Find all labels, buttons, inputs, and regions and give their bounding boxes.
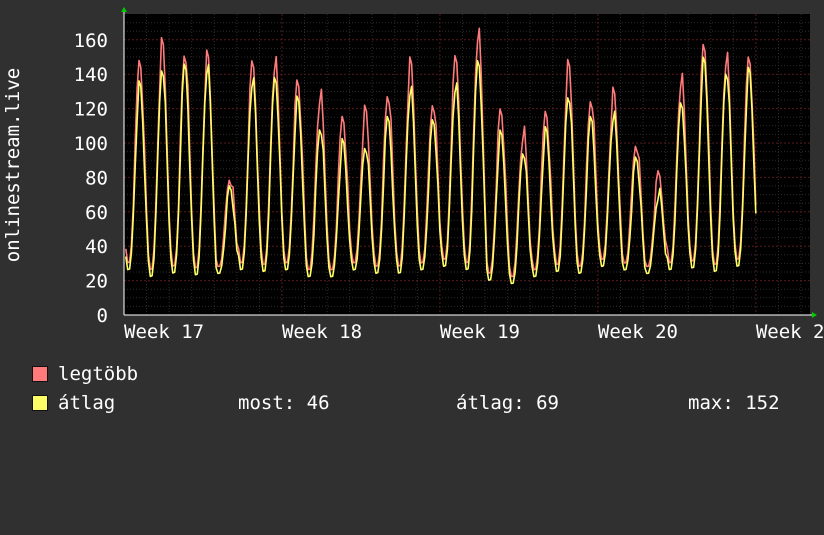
x-tick-label: Week 20	[598, 321, 678, 340]
y-tick-label: 80	[85, 167, 108, 189]
legend-row-avg: átlag most: 46 átlag: 69 max: 152	[32, 391, 822, 415]
y-tick-label: 120	[74, 99, 108, 121]
y-tick-labels: 0 20 40 60 80 100 120 140 160	[74, 30, 108, 327]
y-tick-label: 60	[85, 202, 108, 224]
series-lines	[125, 27, 757, 285]
y-tick-label: 20	[85, 271, 108, 293]
stat-max: max: 152	[688, 392, 780, 414]
stat-avg: átlag: 69	[456, 392, 559, 414]
x-tick-labels: Week 17 Week 18 Week 19 Week 20 Week 21	[124, 321, 824, 340]
y-tick-label: 160	[74, 30, 108, 52]
y-tick-label: 0	[97, 305, 108, 327]
plot-background	[124, 14, 810, 315]
x-axis-arrow	[812, 312, 817, 318]
y-tick-label: 100	[74, 133, 108, 155]
y-axis-arrow	[121, 7, 127, 12]
y-tick-label: 140	[74, 64, 108, 86]
x-tick-label: Week 18	[282, 321, 362, 340]
stat-now: most: 46	[238, 392, 330, 414]
legend-row-max: legtöbb	[32, 362, 138, 386]
y-axis-label: onlinestream.live	[2, 68, 24, 262]
series-line-avg	[125, 56, 757, 285]
x-tick-label: Week 21	[756, 321, 824, 340]
y-tick-label: 40	[85, 236, 108, 258]
x-tick-label: Week 17	[124, 321, 204, 340]
x-tick-label: Week 19	[440, 321, 520, 340]
axes	[121, 7, 817, 318]
legend-label-max: legtöbb	[58, 363, 139, 385]
legend-swatch-max	[32, 366, 48, 382]
grid-lines	[124, 14, 810, 315]
legend-label-avg: átlag	[58, 392, 116, 414]
legend-swatch-avg	[32, 395, 48, 411]
